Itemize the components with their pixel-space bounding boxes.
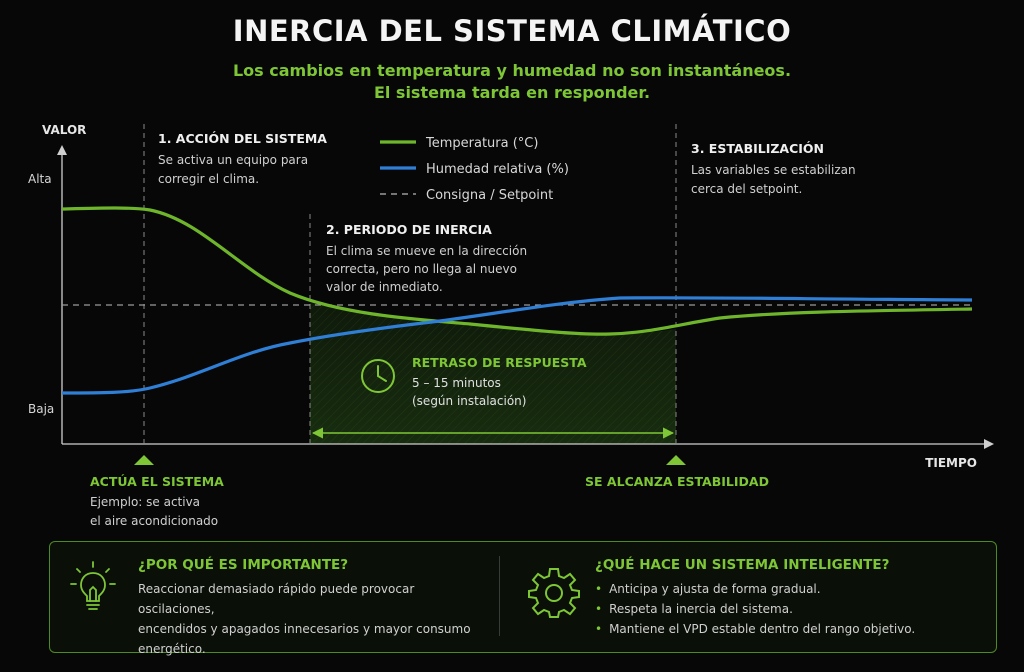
stability-marker-triangle — [666, 455, 686, 465]
legend-label-humidity: Humedad relativa (%) — [426, 162, 569, 177]
legend-label-temperature: Temperatura (°C) — [425, 136, 538, 151]
x-axis-arrow — [984, 439, 994, 449]
gear-icon — [528, 568, 580, 618]
importance-line-1: Reaccionar demasiado rápido puede provoc… — [138, 582, 415, 616]
phase-2-line-1: El clima se mueve en la dirección — [326, 244, 527, 258]
phase-1-line-2: corregir el clima. — [158, 172, 259, 186]
delay-range: 5 – 15 minutos — [412, 376, 501, 390]
delay-title: RETRASO DE RESPUESTA — [412, 355, 587, 370]
action-marker-triangle — [134, 455, 154, 465]
phase-3-line-1: Las variables se estabilizan — [691, 163, 856, 177]
importance-heading: ¿POR QUÉ ES IMPORTANTE? — [138, 557, 349, 573]
inertia-diagram: VALOR Alta Baja TIEMPO Temperatura (°C) … — [28, 123, 994, 528]
y-high-label: Alta — [28, 172, 52, 186]
humidity-curve — [61, 296, 973, 395]
y-axis-arrow — [57, 145, 67, 155]
smart-system-item-2: Respeta la inercia del sistema. — [595, 599, 915, 619]
legend-label-setpoint: Consigna / Setpoint — [426, 188, 553, 203]
smart-system-item-3: Mantiene el VPD estable dentro del rango… — [595, 619, 915, 639]
stability-marker-title: SE ALCANZA ESTABILIDAD — [585, 474, 769, 489]
action-marker-title: ACTÚA EL SISTEMA — [90, 474, 224, 489]
smart-system-heading: ¿QUÉ HACE UN SISTEMA INTELIGENTE? — [595, 557, 890, 573]
temperature-curve — [61, 206, 973, 336]
phase-2-line-3: valor de inmediato. — [326, 280, 443, 294]
lightbulb-icon — [70, 561, 116, 610]
y-low-label: Baja — [28, 402, 54, 416]
phase-2-line-2: correcta, pero no llega al nuevo — [326, 262, 517, 276]
subtitle-line-2: El sistema tarda en responder. — [373, 83, 651, 102]
phase-1-title: 1. ACCIÓN DEL SISTEMA — [158, 131, 327, 146]
smart-system-item-1: Anticipa y ajusta de forma gradual. — [595, 579, 915, 599]
importance-line-2: encendidos y apagados innecesarios y may… — [138, 622, 471, 636]
phase-1-line-1: Se activa un equipo para — [158, 153, 308, 167]
importance-line-3: energético. — [138, 642, 206, 656]
delay-note: (según instalación) — [412, 394, 526, 408]
x-axis-title: TIEMPO — [925, 456, 977, 470]
importance-text: Reaccionar demasiado rápido puede provoc… — [138, 579, 488, 659]
phase-3-title: 3. ESTABILIZACIÓN — [691, 141, 824, 156]
clock-icon — [361, 359, 395, 393]
subtitle-line-1: Los cambios en temperatura y humedad no … — [232, 61, 792, 80]
page-title: INERCIA DEL SISTEMA CLIMÁTICO — [232, 14, 792, 48]
smart-system-list: Anticipa y ajusta de forma gradual. Resp… — [595, 579, 915, 639]
panel-divider — [499, 556, 500, 636]
phase-2-title: 2. PERIODO DE INERCIA — [326, 222, 492, 237]
delay-region-hatch — [310, 303, 676, 444]
phase-3-line-2: cerca del setpoint. — [691, 182, 802, 196]
action-marker-line-1: Ejemplo: se activa — [90, 495, 200, 509]
action-marker-line-2: el aire acondicionado — [90, 514, 218, 528]
y-axis-title: VALOR — [42, 123, 86, 137]
info-panel: ¿POR QUÉ ES IMPORTANTE? Reaccionar demas… — [49, 541, 997, 656]
